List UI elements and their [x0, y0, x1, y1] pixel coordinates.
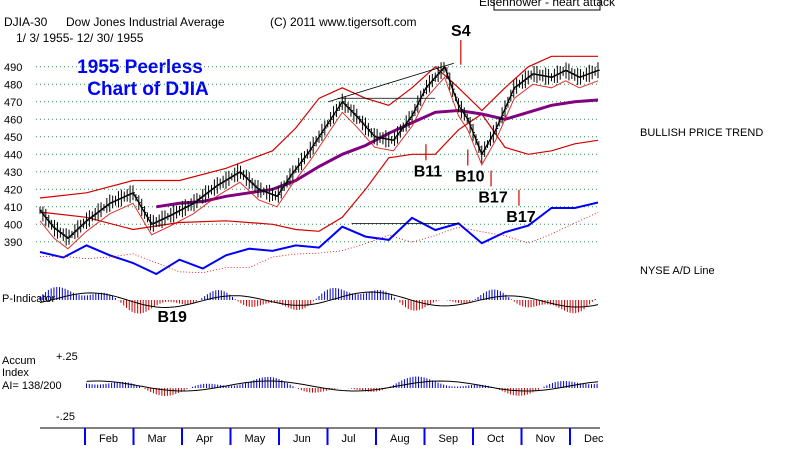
trend-label: BULLISH PRICE TREND [640, 127, 763, 139]
month-label: Oct [487, 433, 504, 445]
y-tick-label: 460 [4, 114, 22, 126]
index-name-label: Dow Jones Industrial Average [66, 15, 225, 29]
inner-band-line [39, 76, 599, 250]
ad-ma-line [40, 212, 599, 274]
symbol-label: DJIA-30 [4, 15, 48, 29]
index-label: Index [2, 367, 29, 379]
p-indicator-layer [39, 286, 599, 314]
price-bars [39, 62, 600, 246]
accum-label: Accum [2, 355, 36, 367]
month-axis: Feb Mar Apr May Jun Jul Aug Sep Oct Nov Dec [40, 427, 604, 445]
y-tick-label: 480 [4, 79, 22, 91]
y-tick-label: 410 [4, 202, 22, 214]
price-close-line [39, 65, 599, 240]
month-label: Aug [390, 433, 410, 445]
accum-bottom-label: -.25 [56, 411, 75, 423]
month-label: Dec [584, 433, 604, 445]
event-note-label: Eisenhower - heart attack [479, 0, 616, 9]
accum-index-layer [86, 376, 599, 396]
chart-title-line2: Chart of DJIA [87, 79, 209, 100]
y-tick-label: 390 [4, 237, 22, 249]
signal-label: B17 [506, 209, 535, 226]
ad-line-label: NYSE A/D Line [640, 265, 715, 277]
p-indicator-ma [39, 291, 599, 309]
y-tick-label: 400 [4, 219, 22, 231]
signal-label: B19 [158, 309, 187, 326]
ad-line-layer [39, 201, 599, 276]
y-tick-label: 450 [4, 132, 22, 144]
y-tick-label: 430 [4, 167, 22, 179]
accum-top-label: +.25 [56, 351, 78, 363]
chart-title-line1: 1955 Peerless [77, 57, 203, 78]
y-tick-label: 470 [4, 97, 22, 109]
signal-label: S4 [451, 23, 471, 40]
copyright-label: (C) 2011 www.tigersoft.com [270, 15, 417, 29]
p-indicator-label: P-Indicator [2, 293, 56, 305]
accum-index-ma [86, 380, 599, 392]
month-label: Apr [196, 433, 213, 445]
signal-label: B17 [478, 190, 507, 207]
signal-label: B10 [455, 169, 484, 186]
month-label: Jun [293, 433, 311, 445]
date-range-label: 1/ 3/ 1955- 12/ 30/ 1955 [16, 31, 144, 45]
signal-annotations: S4 B11 B10 B17 B17 B19 [158, 23, 536, 326]
trendline-top [328, 62, 454, 103]
ad-line [39, 201, 599, 276]
upper-band-line [39, 55, 598, 199]
accum-ai-label: AI= 138/200 [2, 380, 62, 392]
month-label: May [245, 433, 266, 445]
y-tick-label: 440 [4, 149, 22, 161]
month-label: Jul [342, 433, 356, 445]
y-tick-label: 490 [4, 62, 22, 74]
month-label: Nov [536, 433, 556, 445]
signal-label: B11 [414, 163, 443, 180]
lower-band-line [39, 113, 599, 232]
y-tick-label: 420 [4, 184, 22, 196]
event-note-box [493, 0, 601, 11]
price-axis-ticks: 390 400 410 420 430 440 450 460 470 480 490 [4, 62, 22, 249]
month-label: Sep [439, 433, 459, 445]
month-label: Mar [148, 433, 167, 445]
price-bands [39, 55, 600, 250]
month-label: Feb [99, 433, 118, 445]
